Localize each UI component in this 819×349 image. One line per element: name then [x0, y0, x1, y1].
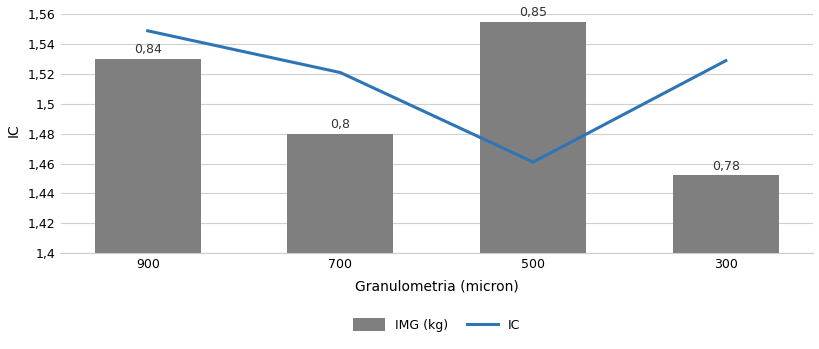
Text: 0,78: 0,78 — [711, 159, 739, 172]
Text: 0,84: 0,84 — [133, 43, 161, 56]
Legend: IMG (kg), IC: IMG (kg), IC — [348, 313, 524, 337]
Text: 0,8: 0,8 — [330, 118, 350, 131]
X-axis label: Granulometria (micron): Granulometria (micron) — [355, 279, 518, 293]
Bar — [480, 22, 586, 253]
Y-axis label: IC: IC — [7, 123, 21, 137]
Text: 0,85: 0,85 — [518, 6, 546, 19]
Bar — [287, 134, 393, 253]
Bar — [672, 176, 778, 253]
Bar — [94, 59, 201, 253]
